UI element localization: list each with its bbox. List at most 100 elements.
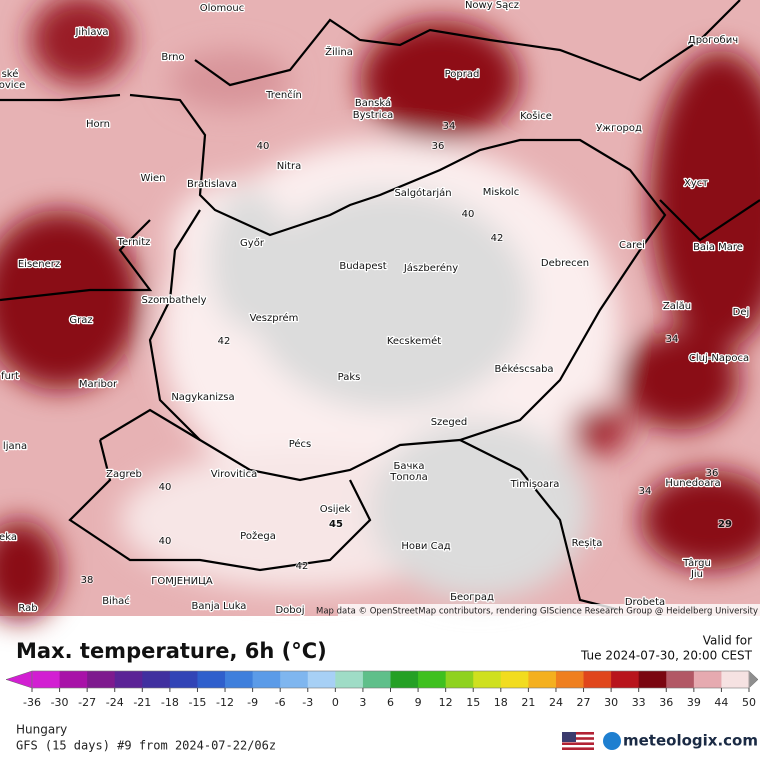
colorbar-tick-label: -9 <box>247 696 258 709</box>
contour-label: 36 <box>706 468 719 479</box>
colorbar-tick-label: 18 <box>494 696 508 709</box>
contour-label: 42 <box>491 233 504 244</box>
colorbar-tick-label: 50 <box>742 696 756 709</box>
colorbar-tick-label: 9 <box>415 696 422 709</box>
contour-label: 42 <box>296 561 309 572</box>
contour-label: 40 <box>462 209 475 220</box>
colorbar-bin <box>32 671 61 688</box>
city-label: Győr <box>240 237 265 249</box>
colorbar-tick-label: -12 <box>216 696 234 709</box>
contour-label: 40 <box>159 536 172 547</box>
city-label: furt <box>1 371 19 382</box>
city-label: Kecskemét <box>387 335 441 347</box>
city-label: Rab <box>18 603 37 614</box>
valid-label: Valid for <box>703 634 752 648</box>
city-label: Nagykanizsa <box>171 392 234 403</box>
city-label: Zalău <box>663 301 691 312</box>
city-label: Bihać <box>102 595 130 607</box>
colorbar-tick-label: 15 <box>466 696 480 709</box>
colorbar-bin <box>611 671 640 688</box>
colorbar-tick-label: 30 <box>604 696 618 709</box>
contour-label: 38 <box>81 575 94 586</box>
colorbar-tick-label: 44 <box>714 696 728 709</box>
valid-time: Tue 2024-07-30, 20:00 CEST <box>580 649 753 663</box>
city-label: ovice <box>0 80 25 91</box>
colorbar-tick-label: 6 <box>387 696 394 709</box>
contour-label: 34 <box>443 121 456 132</box>
city-label: Poprad <box>445 69 480 80</box>
city-label: Ternitz <box>117 237 151 248</box>
colorbar-bin <box>335 671 364 688</box>
colorbar-bin <box>142 671 171 688</box>
colorbar-bin <box>555 671 585 688</box>
city-label: Cluj-Napoca <box>689 353 749 364</box>
colorbar-bin <box>59 671 88 688</box>
colorbar-tick-label: -3 <box>302 696 313 709</box>
brand-icon <box>603 732 621 750</box>
colorbar-bin <box>500 671 529 688</box>
colorbar-tick-label: 3 <box>359 696 366 709</box>
city-label: Hunedoara <box>665 478 720 489</box>
city-label: Timișoara <box>510 479 560 490</box>
city-label: Paks <box>338 372 361 383</box>
city-label: Târgu <box>682 557 711 569</box>
colorbar-bin <box>362 671 391 688</box>
city-label: Jászberény <box>403 262 458 274</box>
colorbar-bin <box>666 671 695 688</box>
colorbar-bin <box>721 671 750 688</box>
colorbar-tick-label: -18 <box>161 696 179 709</box>
model-run: GFS (15 days) #9 from 2024-07-22/06z <box>16 739 276 753</box>
city-label: Топола <box>389 472 427 483</box>
map-field: Map data © OpenStreetMap contributors, r… <box>0 0 760 620</box>
city-label: Wien <box>141 173 166 184</box>
city-label: Bratislava <box>187 179 237 190</box>
city-label: ГОМЈЕНИЦА <box>151 576 213 587</box>
attribution: Map data © OpenStreetMap contributors, r… <box>316 607 758 617</box>
city-label: Horn <box>86 119 110 130</box>
colorbar-tick-label: -36 <box>23 696 41 709</box>
colorbar-bin <box>225 671 254 688</box>
colorbar-tick-label: 0 <box>332 696 339 709</box>
colorbar-tick-label: 12 <box>439 696 453 709</box>
colorbar-bin <box>638 671 667 688</box>
city-label: Doboj <box>275 605 304 616</box>
contour-label: 34 <box>666 334 679 345</box>
city-label: Osijek <box>320 504 351 515</box>
city-label: Szombathely <box>141 295 206 306</box>
colorbar-bin <box>307 671 336 688</box>
colorbar-tick-label: 21 <box>521 696 535 709</box>
flag <box>562 732 594 750</box>
city-label: Нови Сад <box>401 541 450 552</box>
city-label: Nowy Sącz <box>465 0 519 11</box>
contour-label: 45 <box>329 519 343 530</box>
city-label: Graz <box>69 315 92 326</box>
city-label: Bystrica <box>353 110 393 121</box>
city-label: Eisenerz <box>18 259 60 270</box>
city-label: Košice <box>520 110 552 122</box>
city-label: Carei <box>619 240 645 251</box>
colorbar-tick-label: -24 <box>106 696 124 709</box>
colorbar-bin <box>252 671 281 688</box>
colorbar-tick-label: 36 <box>659 696 673 709</box>
colorbar-tick-label: 39 <box>687 696 701 709</box>
city-label: Banská <box>355 97 391 109</box>
city-label: Drobeta <box>625 597 665 608</box>
colorbar-arrow-high <box>748 670 759 689</box>
city-label: Београд <box>450 592 494 603</box>
city-label: Бачка <box>393 461 424 472</box>
colorbar-bin <box>418 671 447 688</box>
colorbar-bin <box>528 671 557 688</box>
city-label: Salgótarján <box>394 187 451 199</box>
city-label: Békéscsaba <box>494 363 553 375</box>
colorbar-bin <box>87 671 116 688</box>
colorbar-arrow-low <box>5 670 33 689</box>
city-label: Reșița <box>572 538 603 549</box>
city-label: Хуст <box>684 178 708 189</box>
colorbar-tick-label: -6 <box>275 696 286 709</box>
city-label: eka <box>0 532 17 543</box>
colorbar-bin <box>583 671 612 688</box>
city-label: Miskolc <box>483 187 519 198</box>
city-label: Veszprém <box>250 312 299 324</box>
city-label: ljana <box>3 441 27 452</box>
